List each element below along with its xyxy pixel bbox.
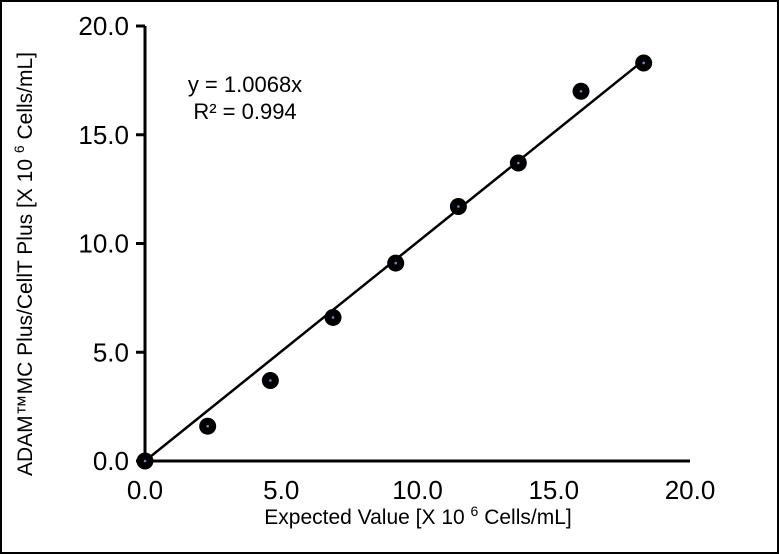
data-point-center-dot bbox=[269, 379, 272, 382]
x-axis-title-text-suffix: Cells/mL] bbox=[484, 506, 572, 529]
y-tick-label: 20.0 bbox=[78, 11, 129, 41]
data-series bbox=[136, 54, 653, 470]
y-axis-title: ADAM™MC Plus/CellT Plus [X 10 6 Cells/mL… bbox=[6, 52, 37, 476]
x-axis-title-text: Expected Value [X 10 bbox=[264, 506, 464, 529]
x-tick-labels: 0.0 5.0 10.0 15.0 20.0 bbox=[127, 475, 715, 505]
data-point-center-dot bbox=[517, 161, 520, 165]
trendline-equation: y = 1.0068x bbox=[188, 72, 302, 97]
trendline-r-squared: R² = 0.994 bbox=[193, 99, 296, 124]
y-tick-labels: 0.0 5.0 10.0 15.0 20.0 bbox=[78, 11, 129, 476]
data-point-center-dot bbox=[206, 424, 209, 428]
x-tick-label: 5.0 bbox=[263, 475, 299, 505]
x-axis-title-superscript: 6 bbox=[471, 503, 479, 519]
y-tick-label: 0.0 bbox=[93, 446, 129, 476]
x-axis-title: Expected Value [X 10 6 Cells/mL] bbox=[264, 498, 571, 529]
x-tick-label: 10.0 bbox=[392, 475, 443, 505]
y-axis-title-superscript: 6 bbox=[11, 145, 27, 153]
data-point-center-dot bbox=[642, 61, 645, 65]
y-tick-label: 5.0 bbox=[93, 337, 129, 367]
data-point-center-dot bbox=[331, 316, 335, 319]
data-point-center-dot bbox=[143, 459, 147, 463]
y-tick-label: 15.0 bbox=[78, 120, 129, 150]
data-point-center-dot bbox=[579, 89, 583, 93]
x-tick-label: 15.0 bbox=[528, 475, 579, 505]
y-axis-title-text-suffix: Cells/mL] bbox=[14, 52, 37, 140]
x-tick-label: 0.0 bbox=[127, 475, 163, 505]
data-point-center-dot bbox=[457, 205, 460, 208]
y-axis-title-text: ADAM™MC Plus/CellT Plus [X 10 bbox=[14, 159, 37, 476]
x-tick-label: 20.0 bbox=[665, 475, 716, 505]
y-tick-label: 10.0 bbox=[78, 229, 129, 259]
data-point-center-dot bbox=[394, 261, 398, 265]
trendline-annotation: y = 1.0068x R² = 0.994 bbox=[188, 72, 302, 124]
